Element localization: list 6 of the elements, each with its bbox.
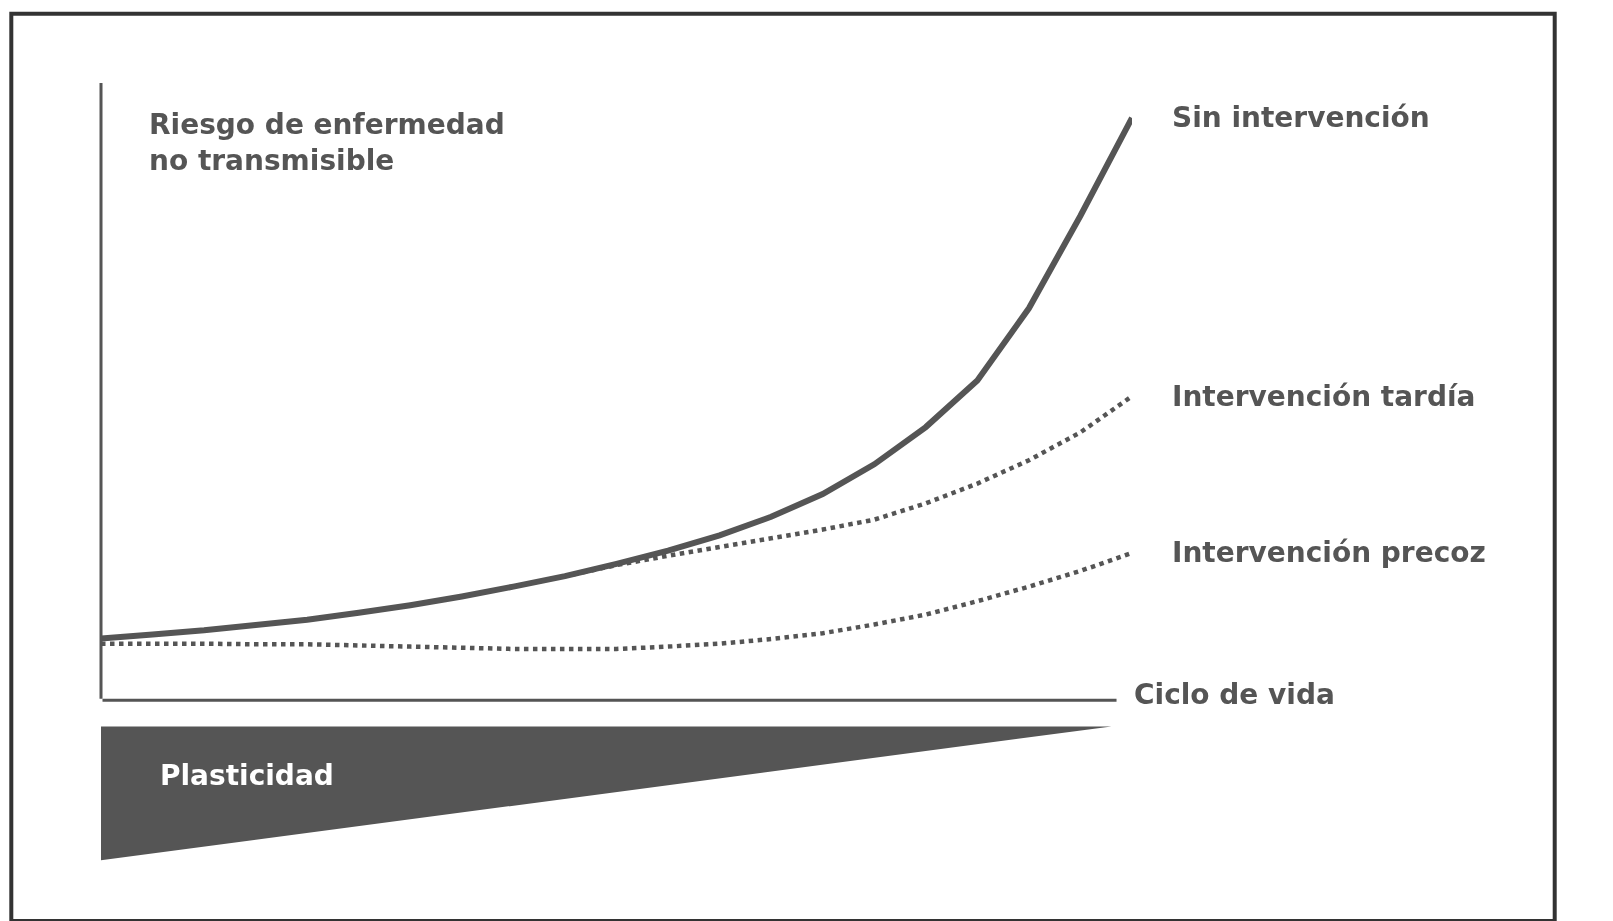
series-label: Sin intervención bbox=[1172, 101, 1430, 134]
series-label: Intervención tardía bbox=[1172, 380, 1476, 413]
series-label: Intervención precoz bbox=[1172, 536, 1486, 569]
x-axis-title: Ciclo de vida bbox=[1134, 678, 1335, 711]
text: Plasticidad bbox=[160, 759, 334, 792]
y-axis-title: Riesgo de enfermedad no transmisible bbox=[149, 108, 505, 178]
